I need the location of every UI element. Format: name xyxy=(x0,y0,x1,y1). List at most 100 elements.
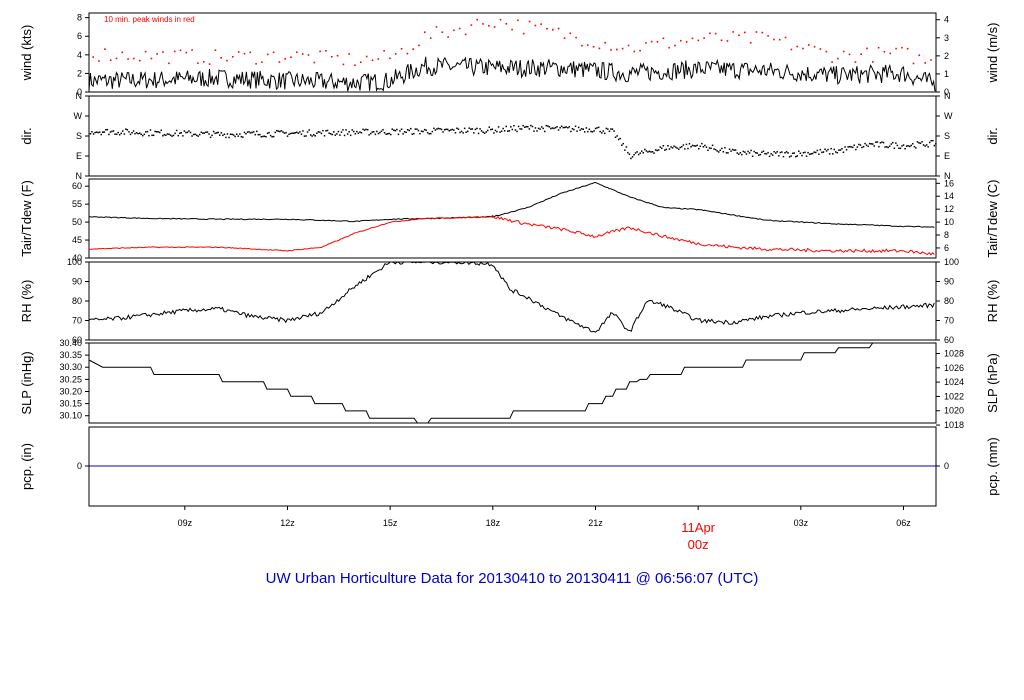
direction-point xyxy=(762,150,765,152)
peak-wind-point xyxy=(191,49,193,51)
direction-point xyxy=(336,133,338,135)
direction-point xyxy=(730,150,732,152)
direction-point xyxy=(696,144,698,147)
direction-point xyxy=(322,129,324,132)
peak-wind-point xyxy=(104,48,106,50)
direction-point xyxy=(259,133,261,136)
direction-point xyxy=(140,133,142,136)
peak-wind-point xyxy=(656,41,659,43)
direction-point xyxy=(112,130,115,132)
direction-point xyxy=(417,129,420,132)
direction-point xyxy=(502,127,504,130)
peak-wind-point xyxy=(592,46,595,48)
direction-point xyxy=(542,127,544,130)
direction-point xyxy=(873,145,875,147)
direction-point xyxy=(445,128,447,130)
direction-point xyxy=(865,144,868,146)
peak-wind-point xyxy=(842,50,845,53)
direction-point xyxy=(597,126,600,129)
direction-point xyxy=(708,147,711,149)
direction-point xyxy=(146,130,149,133)
direction-point xyxy=(305,135,307,137)
direction-point xyxy=(228,136,230,139)
direction-point xyxy=(425,129,427,131)
direction-point xyxy=(654,149,657,151)
direction-point xyxy=(423,128,426,131)
direction-point xyxy=(271,136,273,138)
direction-point xyxy=(718,151,720,153)
direction-point xyxy=(416,128,418,130)
direction-point xyxy=(403,131,406,133)
peak-wind-point xyxy=(249,51,252,54)
y-tick-label: 30.35 xyxy=(59,350,82,360)
peak-wind-point xyxy=(331,56,333,58)
y-tick-label: S xyxy=(944,131,950,141)
direction-point xyxy=(505,125,507,128)
peak-wind-point xyxy=(569,32,572,35)
direction-point xyxy=(798,150,800,152)
peak-wind-point xyxy=(924,62,926,64)
direction-point xyxy=(359,131,361,133)
direction-point xyxy=(702,146,705,148)
y-tick-label: E xyxy=(76,151,82,161)
direction-point xyxy=(540,126,543,128)
peak-wind-point xyxy=(546,27,548,30)
direction-point xyxy=(480,130,483,132)
direction-point xyxy=(778,155,780,157)
direction-point xyxy=(858,143,860,146)
direction-point xyxy=(460,130,463,133)
direction-point xyxy=(514,129,517,131)
direction-point xyxy=(89,133,92,135)
direction-point xyxy=(748,152,751,154)
direction-point xyxy=(286,135,289,137)
y-tick-label: 80 xyxy=(944,296,954,306)
direction-point xyxy=(406,129,409,131)
peak-wind-point xyxy=(697,39,700,42)
direction-point xyxy=(117,131,119,134)
direction-point xyxy=(827,148,829,151)
direction-point xyxy=(447,128,449,131)
peak-wind-point xyxy=(185,51,188,54)
direction-point xyxy=(243,131,246,134)
direction-point xyxy=(724,147,726,149)
direction-point xyxy=(316,132,318,134)
direction-point xyxy=(365,128,367,131)
direction-point xyxy=(573,128,575,131)
y-tick-label: 4 xyxy=(77,50,82,60)
y-tick-label: W xyxy=(944,111,953,121)
peak-wind-point xyxy=(586,44,589,46)
peak-wind-point xyxy=(610,49,612,51)
direction-point xyxy=(565,126,567,128)
peak-wind-point xyxy=(377,58,380,60)
peak-wind-point xyxy=(639,49,641,52)
peak-wind-point xyxy=(348,53,350,55)
direction-point xyxy=(628,153,631,155)
right-axis-label: RH (%) xyxy=(985,280,1000,323)
direction-point xyxy=(733,149,735,151)
right-axis-label: wind (m/s) xyxy=(985,23,1000,84)
direction-point xyxy=(887,146,889,149)
direction-point xyxy=(657,149,660,151)
direction-point xyxy=(924,145,926,147)
direction-point xyxy=(536,130,538,132)
y-tick-label: N xyxy=(76,91,83,101)
direction-point xyxy=(630,157,632,160)
direction-point xyxy=(799,152,802,154)
direction-point xyxy=(607,128,609,130)
direction-point xyxy=(788,156,791,158)
x-axis: 09z 12z 15z 18z 21z 11Apr 00z 03z 06z xyxy=(178,506,911,552)
direction-point xyxy=(832,153,834,155)
peak-wind-point xyxy=(301,53,304,55)
direction-point xyxy=(848,145,851,148)
peak-wind-point xyxy=(784,36,787,39)
direction-point xyxy=(168,133,170,135)
direction-point xyxy=(927,146,929,148)
y-tick-label: 14 xyxy=(944,191,954,201)
direction-point xyxy=(670,146,672,148)
direction-point xyxy=(182,135,184,137)
direction-point xyxy=(667,145,669,147)
direction-point xyxy=(925,144,928,146)
peak-wind-point xyxy=(226,59,228,62)
peak-wind-point xyxy=(400,48,403,50)
